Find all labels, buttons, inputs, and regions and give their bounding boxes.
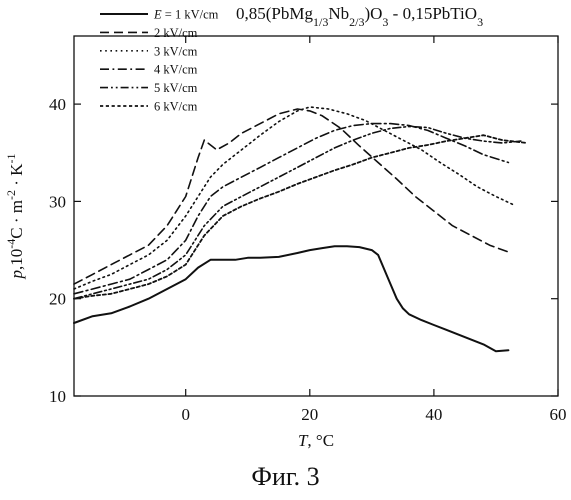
axis-ticks: 0 20 40 60 10 20 30 40: [49, 36, 567, 424]
chart-title-part: 2/3: [349, 15, 364, 29]
y-axis-label-part: · K: [7, 163, 26, 190]
series-line-2: [74, 109, 508, 284]
legend-label-5: 5 kV/cm: [154, 81, 198, 95]
legend-label-variable: E: [153, 8, 162, 22]
y-axis-label-part: -4: [4, 239, 18, 249]
legend-label-3: 3 kV/cm: [154, 44, 198, 58]
legend-label-6: 6 kV/cm: [154, 100, 198, 114]
chart-title-part: 3: [477, 15, 483, 29]
y-axis-label-part: -1: [4, 154, 18, 164]
x-tick-label: 0: [181, 405, 190, 424]
x-tick-label: 20: [301, 405, 318, 424]
y-tick-label: 20: [49, 290, 66, 309]
series-group: [74, 107, 527, 351]
series-line-6: [74, 135, 527, 299]
legend-label-2: 2 kV/cm: [154, 26, 198, 40]
chart-title: 0,85(PbMg1/3Nb2/3)O3 - 0,15PbTiO3: [236, 4, 483, 29]
y-axis-label-part: C · m: [7, 200, 26, 239]
chart-title-part: 0,85(PbMg: [236, 4, 313, 23]
y-axis-label-part: p: [7, 270, 26, 280]
chart-title-part: Nb: [328, 4, 349, 23]
legend-label-4: 4 kV/cm: [154, 63, 198, 77]
y-tick-label: 10: [49, 387, 66, 406]
figure-caption: Фиг. 3: [0, 462, 571, 492]
y-tick-label: 30: [49, 192, 66, 211]
y-axis-label: p,10-4C · m-2 · K-1: [4, 154, 26, 280]
x-tick-label: 60: [550, 405, 567, 424]
series-line-4: [74, 124, 508, 294]
y-tick-label: 40: [49, 95, 66, 114]
x-axis-label: T, °C: [298, 431, 334, 450]
legend-label-1: E = 1 kV/cm: [153, 8, 219, 22]
series-line-1: [74, 246, 508, 351]
y-axis-label-part: ,10: [7, 249, 26, 270]
legend-label-value: = 1 kV/cm: [162, 8, 219, 22]
chart-title-part: )O: [364, 4, 382, 23]
chart-title-part: 1/3: [313, 15, 328, 29]
x-axis-unit: , °C: [307, 431, 334, 450]
legend: E = 1 kV/cm 2 kV/cm 3 kV/cm 4 kV/cm 5 kV/cm 6…: [100, 8, 219, 114]
plot-frame: [74, 36, 558, 396]
chart-title-part: - 0,15PbTiO: [388, 4, 477, 23]
x-tick-label: 40: [425, 405, 442, 424]
y-axis-label-part: -2: [4, 190, 18, 200]
